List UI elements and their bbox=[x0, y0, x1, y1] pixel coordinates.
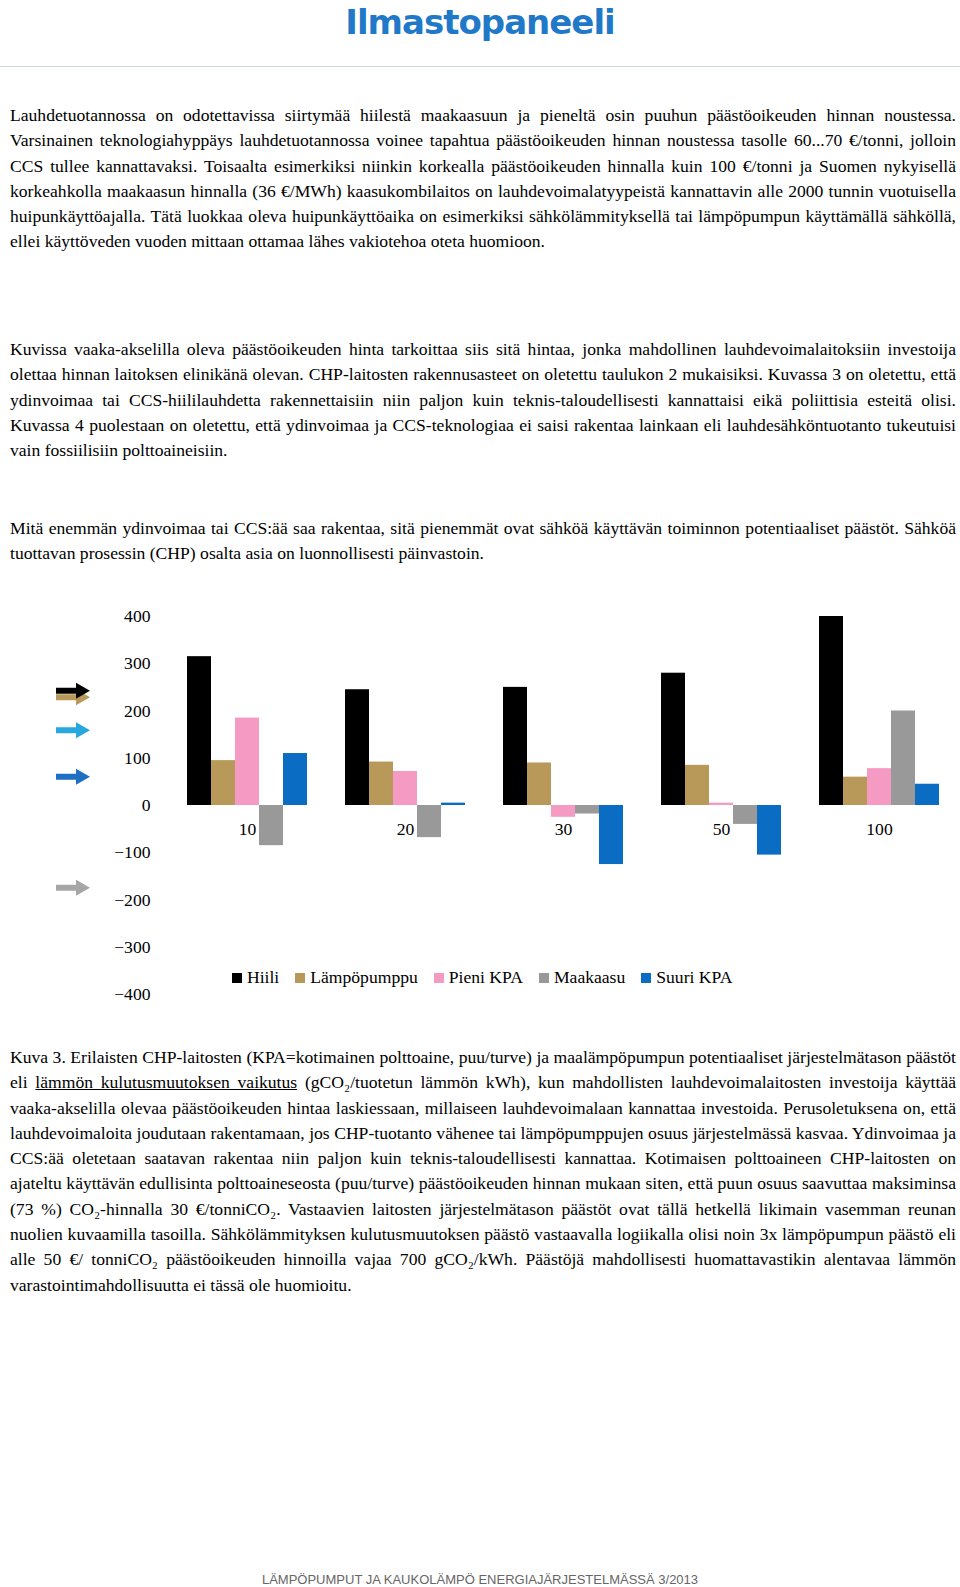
html-text:Lauhdetuotannossa on odotettav: Lauhdetuotannossa on odotettavissa siirt… bbox=[10, 105, 956, 252]
html-text:Kuvissa vaaka-akselilla oleva: Kuvissa vaaka-akselilla oleva päästöoike… bbox=[10, 339, 956, 461]
svg-text:−200: −200 bbox=[114, 890, 151, 910]
svg-text:−100: −100 bbox=[114, 842, 151, 862]
svg-text:−400: −400 bbox=[114, 984, 151, 1004]
svg-text:100: 100 bbox=[866, 819, 893, 839]
svg-text:50: 50 bbox=[713, 819, 731, 839]
html-text:LÄMPÖPUMPUT JA KAUKOLÄMPÖ ENER: LÄMPÖPUMPUT JA KAUKOLÄMPÖ ENERGIAJÄRJEST… bbox=[261, 1572, 699, 1587]
html-text:Pieni KPA: Pieni KPA bbox=[448, 967, 523, 987]
svg-text:300: 300 bbox=[124, 653, 151, 673]
svg-text:20: 20 bbox=[397, 819, 415, 839]
html-text:Lämpöpumppu: Lämpöpumppu bbox=[310, 967, 418, 987]
html-text:Hiili: Hiili bbox=[247, 967, 280, 987]
svg-text:10: 10 bbox=[239, 819, 257, 839]
svg-text:30: 30 bbox=[555, 819, 573, 839]
svg-text:200: 200 bbox=[124, 701, 151, 721]
svg-text:100: 100 bbox=[124, 748, 151, 768]
html-text:Kuva 3. Erilaisten CHP-laitost: Kuva 3. Erilaisten CHP-laitosten (KPA=ko… bbox=[10, 1047, 956, 1295]
html-text:Maakaasu: Maakaasu bbox=[553, 967, 626, 987]
svg-text:400: 400 bbox=[124, 606, 151, 626]
html-text:Suuri KPA: Suuri KPA bbox=[656, 967, 733, 987]
svg-text:−300: −300 bbox=[114, 937, 151, 957]
svg-text:0: 0 bbox=[142, 795, 151, 815]
html-text:Mitä enemmän ydinvoimaa tai CC: Mitä enemmän ydinvoimaa tai CCS:ää saa r… bbox=[10, 518, 956, 564]
html-text:Ilmastopaneeli: Ilmastopaneeli bbox=[345, 2, 615, 42]
